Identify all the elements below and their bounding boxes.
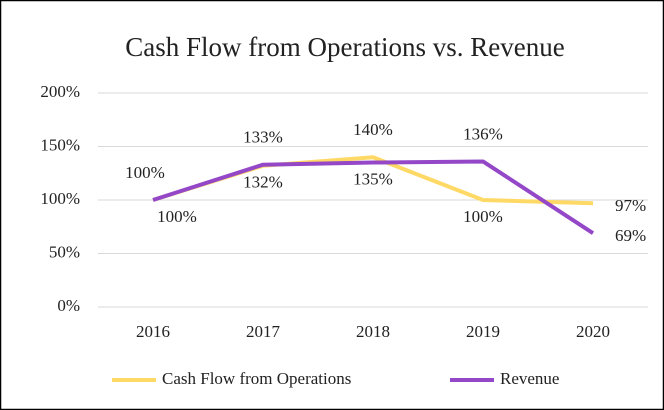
- chart-title: Cash Flow from Operations vs. Revenue: [125, 32, 564, 62]
- x-tick-label: 2019: [466, 322, 500, 341]
- x-tick-label: 2016: [136, 322, 170, 341]
- y-tick-label: 0%: [57, 296, 80, 315]
- y-tick-label: 50%: [49, 242, 80, 261]
- y-tick-label: 100%: [40, 189, 80, 208]
- legend-label: Revenue: [500, 369, 559, 388]
- data-label: 97%: [615, 196, 646, 215]
- data-label: 133%: [243, 128, 283, 147]
- legend-label: Cash Flow from Operations: [162, 369, 351, 388]
- data-label: 136%: [463, 124, 503, 143]
- data-label: 135%: [353, 169, 393, 188]
- line: [152, 159, 595, 235]
- data-label: 100%: [157, 207, 197, 226]
- data-label: 100%: [463, 207, 503, 226]
- y-tick-label: 200%: [40, 82, 80, 101]
- data-label: 132%: [243, 173, 283, 192]
- y-tick-label: 150%: [40, 135, 80, 154]
- x-tick-label: 2018: [356, 322, 390, 341]
- data-label: 140%: [353, 120, 393, 139]
- data-label: 100%: [125, 163, 165, 182]
- x-tick-label: 2017: [246, 322, 281, 341]
- x-tick-label: 2020: [576, 322, 610, 341]
- data-label: 69%: [615, 226, 646, 245]
